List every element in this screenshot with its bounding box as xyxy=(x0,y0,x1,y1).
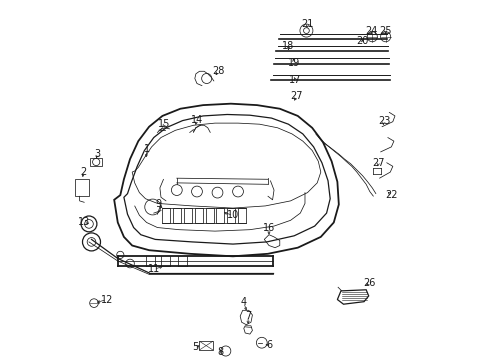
Text: 2: 2 xyxy=(80,167,86,177)
Text: 8: 8 xyxy=(217,347,223,357)
Text: 20: 20 xyxy=(356,36,368,46)
Text: 4: 4 xyxy=(240,297,246,307)
Text: 17: 17 xyxy=(289,75,301,85)
Text: 19: 19 xyxy=(287,58,300,68)
Text: 25: 25 xyxy=(379,26,391,36)
Text: 7: 7 xyxy=(244,311,251,321)
Text: 23: 23 xyxy=(377,116,389,126)
Text: 24: 24 xyxy=(364,26,377,36)
Text: 28: 28 xyxy=(212,66,224,76)
Text: 21: 21 xyxy=(301,19,313,30)
Text: 13: 13 xyxy=(78,217,90,228)
Text: 11: 11 xyxy=(147,264,160,274)
Text: 3: 3 xyxy=(94,149,101,159)
Text: 22: 22 xyxy=(385,190,397,200)
Text: 12: 12 xyxy=(101,294,113,305)
Text: 1: 1 xyxy=(144,144,150,154)
Text: 26: 26 xyxy=(363,278,375,288)
Text: 14: 14 xyxy=(190,114,203,125)
Text: 10: 10 xyxy=(226,210,239,220)
Text: 27: 27 xyxy=(290,91,303,102)
Text: 9: 9 xyxy=(156,199,162,210)
Text: 15: 15 xyxy=(158,119,170,129)
Text: 16: 16 xyxy=(263,222,275,233)
Text: 18: 18 xyxy=(282,41,294,51)
Text: 27: 27 xyxy=(371,158,384,168)
Text: 6: 6 xyxy=(265,340,271,350)
Text: 5: 5 xyxy=(191,342,198,352)
